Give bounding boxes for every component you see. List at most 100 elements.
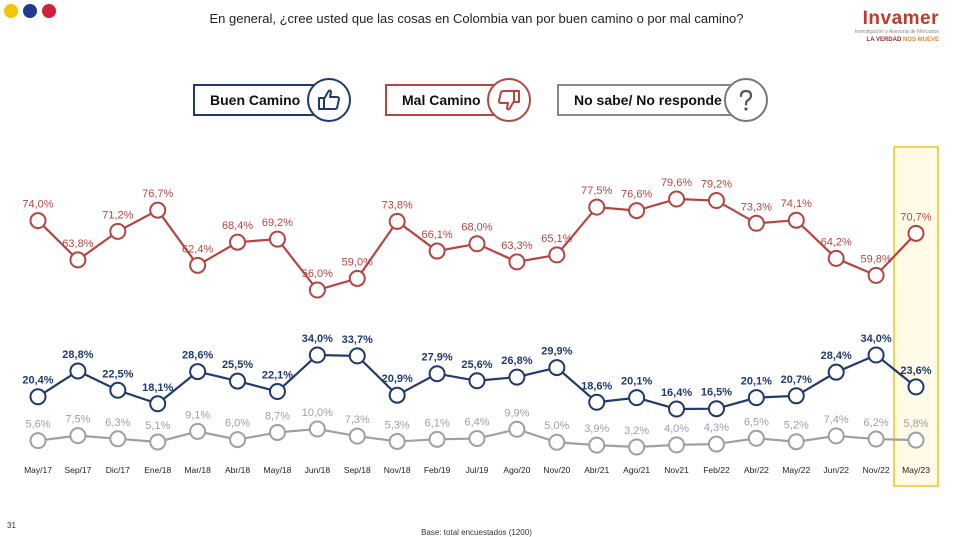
data-label: 66,1%: [421, 229, 452, 241]
legend-buen-camino: Buen Camino: [193, 78, 351, 122]
data-label: 79,6%: [661, 177, 692, 189]
page-number: 31: [7, 521, 16, 530]
data-label: 20,9%: [382, 373, 413, 385]
data-label: 25,6%: [461, 359, 492, 371]
data-label: 56,0%: [302, 268, 333, 280]
yellow-dot: [4, 4, 18, 18]
data-label: 68,4%: [222, 220, 253, 232]
data-label: 5,6%: [25, 419, 50, 431]
data-point: [787, 433, 805, 451]
data-point: [29, 432, 47, 450]
data-point: [827, 363, 845, 381]
data-label: 69,2%: [262, 217, 293, 229]
data-label: 9,1%: [185, 409, 210, 421]
data-point: [229, 431, 247, 449]
data-point: [388, 386, 406, 404]
data-point: [588, 436, 606, 454]
data-label: 68,0%: [461, 222, 492, 234]
data-point: [867, 266, 885, 284]
data-label: 63,3%: [501, 240, 532, 252]
data-label: 7,3%: [345, 414, 370, 426]
data-point: [69, 362, 87, 380]
data-point: [907, 378, 925, 396]
data-label: 20,1%: [621, 376, 652, 388]
x-tick-label: Abr/21: [584, 465, 609, 475]
data-label: 26,8%: [501, 355, 532, 367]
data-label: 71,2%: [102, 209, 133, 221]
data-point: [787, 387, 805, 405]
data-point: [268, 423, 286, 441]
legend-mal-camino: Mal Camino: [385, 78, 531, 122]
data-point: [548, 359, 566, 377]
data-label: 7,4%: [824, 414, 849, 426]
data-point: [747, 214, 765, 232]
data-point: [348, 427, 366, 445]
data-point: [747, 429, 765, 447]
data-point: [588, 393, 606, 411]
invamer-logo: Invamer Investigación y Asesoría de Merc…: [855, 9, 939, 45]
data-point: [388, 212, 406, 230]
x-tick-label: Abr/18: [225, 465, 250, 475]
data-point: [628, 202, 646, 220]
x-tick-label: Nov/20: [543, 465, 570, 475]
data-label: 22,5%: [102, 368, 133, 380]
data-point: [707, 400, 725, 418]
data-label: 5,3%: [385, 419, 410, 431]
data-point: [668, 400, 686, 418]
data-label: 25,5%: [222, 359, 253, 371]
legend-mal-label: Mal Camino: [402, 92, 481, 108]
data-point: [268, 230, 286, 248]
x-tick-label: May/17: [24, 465, 52, 475]
data-label: 70,7%: [900, 211, 931, 223]
data-point: [308, 346, 326, 364]
data-point: [229, 233, 247, 251]
data-label: 5,2%: [784, 420, 809, 432]
data-point: [229, 372, 247, 390]
data-label: 6,3%: [105, 417, 130, 429]
data-label: 34,0%: [302, 333, 333, 345]
logo-name: Invamer: [862, 8, 939, 29]
data-point: [468, 430, 486, 448]
x-tick-label: Dic/17: [106, 465, 130, 475]
data-label: 65,1%: [541, 233, 572, 245]
logo-tagline-b: NOS MUEVE: [902, 37, 939, 43]
data-point: [548, 246, 566, 264]
data-label: 6,1%: [425, 417, 450, 429]
data-label: 33,7%: [342, 334, 373, 346]
data-point: [29, 388, 47, 406]
data-label: 59,0%: [342, 256, 373, 268]
x-tick-label: Feb/19: [424, 465, 451, 475]
data-point: [189, 363, 207, 381]
data-label: 3,2%: [624, 425, 649, 437]
data-point: [69, 251, 87, 269]
data-point: [508, 253, 526, 271]
data-point: [628, 438, 646, 456]
brand-dots: [4, 4, 61, 23]
data-point: [268, 383, 286, 401]
data-label: 27,9%: [421, 352, 452, 364]
data-label: 18,1%: [142, 382, 173, 394]
data-label: 9,9%: [504, 407, 529, 419]
data-point: [428, 242, 446, 260]
x-tick-label: Mar/18: [184, 465, 211, 475]
survey-question: En general, ¿cree usted que las cosas en…: [209, 11, 744, 26]
legend-buen-label: Buen Camino: [210, 92, 301, 108]
data-label: 34,0%: [860, 333, 891, 345]
data-label: 62,4%: [182, 243, 213, 255]
data-label: 5,8%: [903, 418, 928, 430]
data-label: 6,2%: [864, 417, 889, 429]
data-label: 74,1%: [781, 198, 812, 210]
data-label: 4,0%: [664, 423, 689, 435]
data-point: [747, 389, 765, 407]
data-point: [428, 365, 446, 383]
data-point: [109, 381, 127, 399]
data-label: 20,7%: [781, 374, 812, 386]
data-point: [508, 420, 526, 438]
data-label: 79,2%: [701, 179, 732, 191]
data-label: 63,8%: [62, 238, 93, 250]
data-point: [468, 372, 486, 390]
x-tick-label: Ago/20: [503, 465, 530, 475]
data-label: 22,1%: [262, 370, 293, 382]
data-label: 10,0%: [302, 407, 333, 419]
data-label: 76,7%: [142, 188, 173, 200]
